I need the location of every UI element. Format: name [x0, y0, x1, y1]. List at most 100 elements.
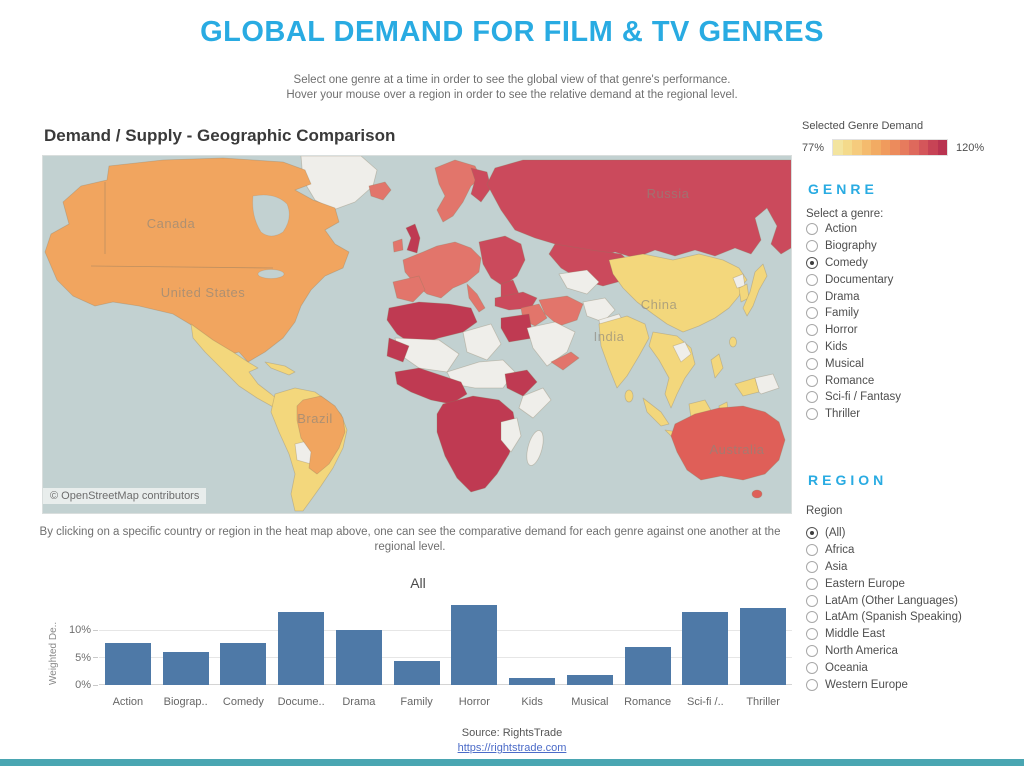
genre-option-romance[interactable]: Romance: [806, 372, 901, 389]
genre-option-thriller[interactable]: Thriller: [806, 406, 901, 423]
legend-step: [833, 140, 843, 155]
region-option-label: Africa: [825, 544, 855, 557]
xtick-label: Biograp..: [163, 696, 208, 708]
map-region-madagascar[interactable]: [524, 429, 547, 467]
map-region-west-africa[interactable]: [394, 367, 468, 405]
map-region-japan[interactable]: [742, 263, 768, 317]
map-region-ethiopia[interactable]: [504, 369, 538, 397]
map-region-papua-new-guinea[interactable]: [754, 373, 780, 395]
map-region-eastern-europe[interactable]: [478, 235, 526, 287]
map-region-libya[interactable]: [462, 323, 502, 361]
map-region-ireland[interactable]: [392, 238, 404, 253]
map-region-yemen-oman[interactable]: [550, 351, 580, 371]
xtick-label: Thriller: [746, 696, 780, 708]
bar-family[interactable]: [393, 660, 440, 685]
map-region-philippines[interactable]: [710, 353, 724, 379]
map-region-china[interactable]: [608, 253, 748, 333]
map-region-iceland[interactable]: [368, 181, 392, 201]
source-link[interactable]: https://rightstrade.com: [457, 742, 567, 754]
axis-tick: [93, 657, 98, 659]
map-region-caribbean[interactable]: [264, 361, 296, 376]
xtick-label: Docume..: [277, 696, 325, 708]
genre-option-drama[interactable]: Drama: [806, 288, 901, 305]
map-region-somalia-kenya[interactable]: [518, 387, 552, 419]
region-option-latam-spanish-speaking[interactable]: LatAm (Spanish Speaking): [806, 609, 962, 626]
region-option-label: LatAm (Spanish Speaking): [825, 611, 962, 624]
map-region-afghanistan[interactable]: [582, 297, 616, 323]
radio-button-icon: [806, 307, 818, 320]
bar-comedy[interactable]: [220, 642, 267, 685]
region-option-western-europe[interactable]: Western Europe: [806, 676, 962, 693]
map-region-iran[interactable]: [538, 295, 584, 327]
genre-option-kids[interactable]: Kids: [806, 339, 901, 356]
genre-option-comedy[interactable]: Comedy: [806, 255, 901, 272]
bar-docume[interactable]: [278, 611, 325, 685]
genre-option-musical[interactable]: Musical: [806, 355, 901, 372]
map-region-finland[interactable]: [470, 167, 492, 203]
map-region-italy[interactable]: [466, 283, 486, 313]
genre-option-documentary[interactable]: Documentary: [806, 271, 901, 288]
map-region-great-britain[interactable]: [405, 223, 421, 254]
genre-option-action[interactable]: Action: [806, 221, 901, 238]
map-region-scandinavia[interactable]: [434, 159, 482, 223]
radio-button-icon: [806, 560, 818, 573]
bar-action[interactable]: [104, 642, 151, 685]
map-region-saudi-arabia[interactable]: [526, 321, 576, 367]
map-label-china: China: [641, 297, 678, 312]
bar-biograp[interactable]: [162, 651, 209, 685]
map-region-taiwan[interactable]: [729, 336, 737, 348]
genre-option-label: Musical: [825, 357, 864, 370]
map-region-laos[interactable]: [672, 341, 692, 363]
map-region-tasmania[interactable]: [751, 489, 763, 499]
bar-horror[interactable]: [451, 604, 498, 685]
map-region-central-asia[interactable]: [548, 243, 636, 287]
map-country-labels: Canada United States Brazil Russia China Indi…: [147, 186, 765, 457]
map-region-turkmenistan[interactable]: [558, 269, 600, 295]
genre-option-horror[interactable]: Horror: [806, 322, 901, 339]
bar-kids[interactable]: [509, 677, 556, 685]
radio-button-icon: [806, 661, 818, 674]
region-option-middle-east[interactable]: Middle East: [806, 626, 962, 643]
map-region-australia[interactable]: [670, 405, 786, 481]
map-region-india[interactable]: [598, 315, 650, 389]
xtick-label: Kids: [521, 696, 543, 708]
genre-option-family[interactable]: Family: [806, 305, 901, 322]
radio-button-icon: [806, 628, 818, 641]
map-region-mauritania-senegal[interactable]: [386, 337, 410, 363]
bar-chart-ylabel: Weighted De..: [48, 621, 59, 685]
map-region-brazil[interactable]: [296, 395, 346, 475]
genre-option-label: Thriller: [825, 408, 861, 421]
source-text: Source: RightsTrade: [461, 727, 563, 739]
radio-button-icon: [806, 577, 818, 590]
radio-button-icon: [806, 611, 818, 624]
xtick-label: Family: [400, 696, 433, 708]
region-option-north-america[interactable]: North America: [806, 643, 962, 660]
region-option-eastern-europe[interactable]: Eastern Europe: [806, 575, 962, 592]
map-region-central-southern-africa[interactable]: [436, 395, 518, 493]
map-region-east-africa[interactable]: [500, 417, 522, 453]
region-option-all[interactable]: (All): [806, 525, 962, 542]
bar-musical[interactable]: [566, 674, 613, 685]
bar-thriller[interactable]: [740, 607, 787, 685]
legend-step: [871, 140, 881, 155]
map-region-sri-lanka[interactable]: [624, 389, 634, 403]
legend-step: [890, 140, 900, 155]
world-map[interactable]: Canada United States Brazil Russia China Indi…: [42, 155, 792, 514]
radio-button-icon: [806, 544, 818, 557]
map-region-greenland[interactable]: [300, 156, 378, 211]
map-region-sumatra[interactable]: [642, 397, 670, 427]
region-option-oceania[interactable]: Oceania: [806, 659, 962, 676]
x-axis-line: [99, 684, 792, 685]
bar-sci-fi[interactable]: [682, 612, 729, 685]
radio-button-icon: [806, 240, 818, 253]
map-region-iberia[interactable]: [392, 275, 426, 303]
bar-chart-xlabels: Action Biograp.. Comedy Docume.. Drama Family…: [99, 696, 792, 708]
genre-option-sci-fi-fantasy[interactable]: Sci-fi / Fantasy: [806, 389, 901, 406]
region-option-africa[interactable]: Africa: [806, 542, 962, 559]
map-region-egypt[interactable]: [500, 313, 534, 343]
genre-option-biography[interactable]: Biography: [806, 238, 901, 255]
bar-romance[interactable]: [624, 646, 671, 685]
region-option-latam-other-languages[interactable]: LatAm (Other Languages): [806, 592, 962, 609]
bar-drama[interactable]: [335, 630, 382, 685]
region-option-asia[interactable]: Asia: [806, 559, 962, 576]
